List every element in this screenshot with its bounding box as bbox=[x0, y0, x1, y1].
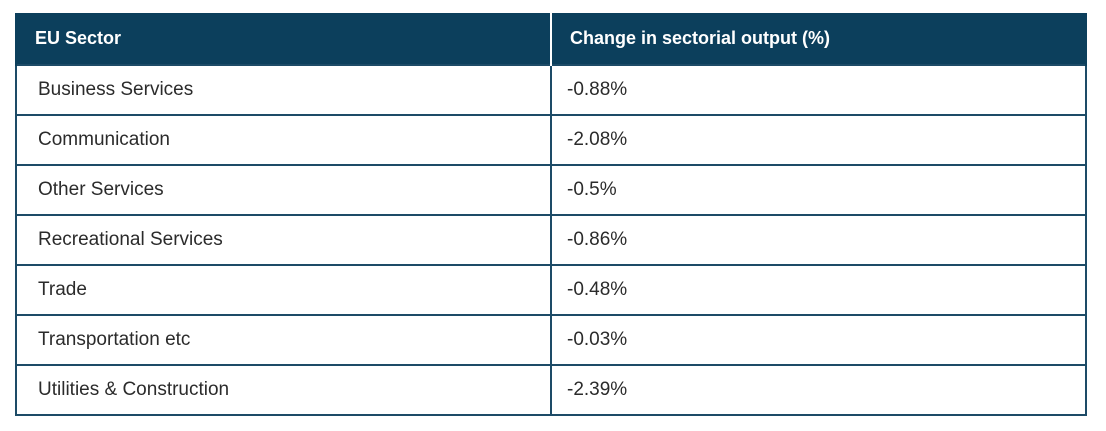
sector-change-value: -0.86% bbox=[550, 214, 1087, 266]
table-row: Communication -2.08% bbox=[15, 114, 1087, 166]
sector-change-value: -0.88% bbox=[550, 64, 1087, 116]
table-body: Business Services -0.88% Communication -… bbox=[15, 64, 1087, 416]
sector-change-value: -2.08% bbox=[550, 114, 1087, 166]
table-row: Recreational Services -0.86% bbox=[15, 214, 1087, 266]
sector-output-table: EU Sector Change in sectorial output (%)… bbox=[15, 13, 1087, 416]
table-header: EU Sector Change in sectorial output (%) bbox=[15, 13, 1087, 65]
sector-change-value: -0.03% bbox=[550, 314, 1087, 366]
sector-output-table-container: EU Sector Change in sectorial output (%)… bbox=[15, 13, 1087, 416]
table-row: Business Services -0.88% bbox=[15, 64, 1087, 116]
table-row: Trade -0.48% bbox=[15, 264, 1087, 316]
sector-change-value: -0.48% bbox=[550, 264, 1087, 316]
sector-name: Other Services bbox=[15, 164, 552, 216]
header-eu-sector: EU Sector bbox=[15, 13, 552, 65]
sector-change-value: -2.39% bbox=[550, 364, 1087, 416]
table-row: Transportation etc -0.03% bbox=[15, 314, 1087, 366]
sector-name: Business Services bbox=[15, 64, 552, 116]
header-row: EU Sector Change in sectorial output (%) bbox=[15, 13, 1087, 65]
sector-name: Trade bbox=[15, 264, 552, 316]
table-row: Other Services -0.5% bbox=[15, 164, 1087, 216]
header-change-output: Change in sectorial output (%) bbox=[550, 13, 1087, 65]
sector-name: Communication bbox=[15, 114, 552, 166]
sector-name: Utilities & Construction bbox=[15, 364, 552, 416]
sector-name: Transportation etc bbox=[15, 314, 552, 366]
sector-name: Recreational Services bbox=[15, 214, 552, 266]
sector-change-value: -0.5% bbox=[550, 164, 1087, 216]
table-row: Utilities & Construction -2.39% bbox=[15, 364, 1087, 416]
